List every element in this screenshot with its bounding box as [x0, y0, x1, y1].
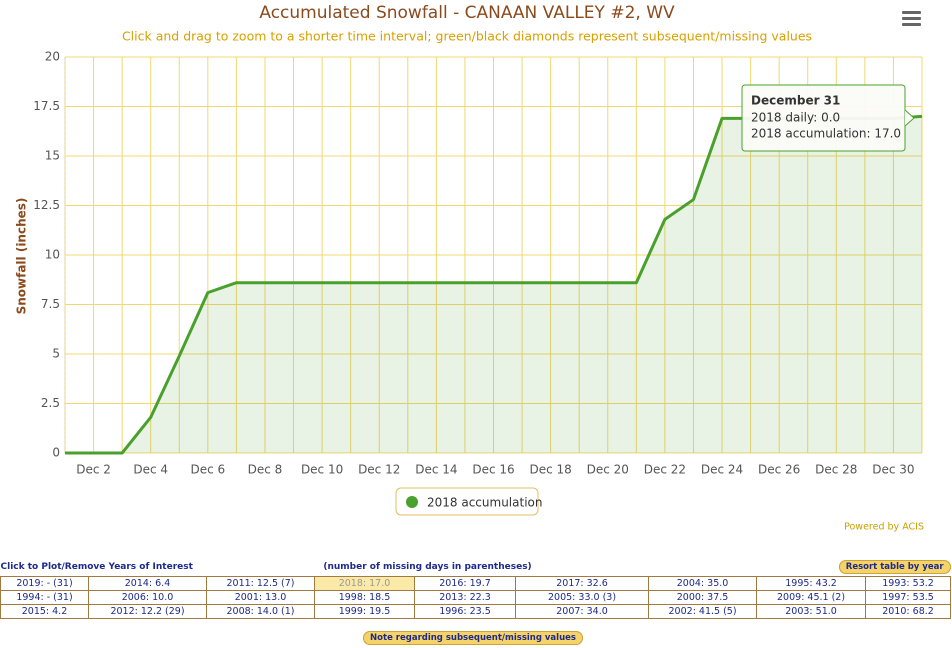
legend-marker	[406, 496, 418, 508]
year-cell[interactable]: 2009: 45.1 (2)	[756, 590, 867, 605]
x-tick-label: Dec 12	[358, 463, 400, 477]
menu-button[interactable]	[902, 11, 921, 26]
table-row: 2015: 4.2 2012: 12.2 (29) 2008: 14.0 (1) 19…	[0, 604, 952, 619]
year-cell[interactable]: 1998: 18.5	[314, 590, 415, 605]
x-tick-label: Dec 22	[644, 463, 686, 477]
year-cell[interactable]: 1997: 53.5	[865, 590, 952, 605]
chart-subtitle: Click and drag to zoom to a shorter time…	[122, 29, 812, 44]
table-header-center: (number of missing days in parentheses)	[323, 562, 532, 572]
x-tick-label: Dec 26	[758, 463, 800, 477]
year-cell[interactable]: 2010: 68.2	[865, 604, 952, 619]
y-tick-label: 7.5	[41, 297, 60, 311]
tooltip-line: 2018 daily: 0.0	[751, 111, 840, 125]
menu-bar[interactable]	[902, 11, 921, 14]
year-cell[interactable]: 1994: - (31)	[0, 590, 89, 605]
x-tick-label: Dec 18	[529, 463, 571, 477]
tooltip-title: December 31	[751, 94, 840, 108]
x-tick-label: Dec 10	[301, 463, 343, 477]
x-tick-label: Dec 16	[472, 463, 514, 477]
year-cell[interactable]: 2018: 17.0	[314, 576, 415, 591]
resort-button[interactable]: Resort table by year	[838, 560, 951, 574]
year-cell[interactable]: 2001: 13.0	[206, 590, 315, 605]
year-cell[interactable]: 2003: 51.0	[756, 604, 867, 619]
year-cell[interactable]: 2000: 37.5	[648, 590, 758, 605]
year-cell[interactable]: 2016: 19.7	[414, 576, 516, 591]
y-tick-label: 2.5	[41, 396, 60, 410]
chart: Accumulated Snowfall - CANAAN VALLEY #2,…	[15, 3, 925, 533]
x-tick-label: Dec 6	[190, 463, 225, 477]
x-tick-label: Dec 20	[587, 463, 629, 477]
year-cell[interactable]: 1999: 19.5	[314, 604, 415, 619]
year-cell[interactable]: 1996: 23.5	[414, 604, 516, 619]
table-row: 2019: - (31) 2014: 6.4 2011: 12.5 (7) 2018:…	[0, 576, 952, 591]
table-header-left: Click to Plot/Remove Years of Interest	[0, 562, 193, 572]
year-cell[interactable]: 2004: 35.0	[648, 576, 758, 591]
year-cell[interactable]: 2002: 41.5 (5)	[648, 604, 758, 619]
y-tick-label: 0	[52, 446, 60, 460]
year-cell[interactable]: 1993: 53.2	[865, 576, 952, 591]
menu-bar[interactable]	[902, 17, 921, 20]
x-tick-label: Dec 24	[701, 463, 743, 477]
year-cell[interactable]: 2017: 32.6	[514, 576, 650, 591]
y-tick-label: 17.5	[33, 99, 60, 113]
legend-box	[395, 487, 539, 516]
y-tick-label: 15	[45, 149, 60, 163]
y-tick-label: 12.5	[33, 198, 60, 212]
y-tick-label: 5	[52, 347, 60, 361]
x-tick-label: Dec 14	[415, 463, 457, 477]
y-tick-label: 10	[45, 248, 60, 262]
year-cell[interactable]: 2019: - (31)	[0, 576, 89, 591]
year-cell[interactable]: 2008: 14.0 (1)	[206, 604, 315, 619]
table-row: 1994: - (31) 2006: 10.0 2001: 13.0 1998: 18…	[0, 590, 952, 605]
y-tick-label: 20	[45, 50, 60, 64]
legend-label: 2018 accumulation	[427, 496, 542, 510]
x-tick-label: Dec 8	[248, 463, 283, 477]
tooltip-pointer	[904, 109, 915, 127]
year-cell[interactable]: 2012: 12.2 (29)	[88, 604, 207, 619]
legend: 2018 accumulation	[395, 487, 542, 516]
tooltip-line: 2018 accumulation: 17.0	[751, 127, 901, 141]
year-cell[interactable]: 2005: 33.0 (3)	[514, 590, 650, 605]
years-table: Click to Plot/Remove Years of Interest (…	[0, 558, 952, 619]
x-tick-label: Dec 2	[76, 463, 111, 477]
year-cell[interactable]: 1995: 43.2	[756, 576, 867, 591]
menu-bar[interactable]	[902, 23, 921, 26]
credits[interactable]: Powered by ACIS	[844, 522, 924, 533]
x-tick-label: Dec 4	[133, 463, 168, 477]
y-axis-label: Snowfall (inches)	[15, 198, 29, 315]
year-cell[interactable]: 2015: 4.2	[0, 604, 89, 619]
note-button[interactable]: Note regarding subsequent/missing values	[363, 631, 583, 645]
tooltip: December 31 2018 daily: 0.0 2018 accumulat…	[741, 84, 915, 152]
chart-title: Accumulated Snowfall - CANAAN VALLEY #2,…	[259, 3, 675, 23]
year-cell[interactable]: 2006: 10.0	[88, 590, 207, 605]
year-cell[interactable]: 2013: 22.3	[414, 590, 516, 605]
area-fill	[65, 116, 922, 454]
x-tick-label: Dec 30	[872, 463, 914, 477]
year-cell[interactable]: 2007: 34.0	[514, 604, 650, 619]
year-cell[interactable]: 2014: 6.4	[88, 576, 207, 591]
year-cell[interactable]: 2011: 12.5 (7)	[206, 576, 315, 591]
x-tick-label: Dec 28	[815, 463, 857, 477]
